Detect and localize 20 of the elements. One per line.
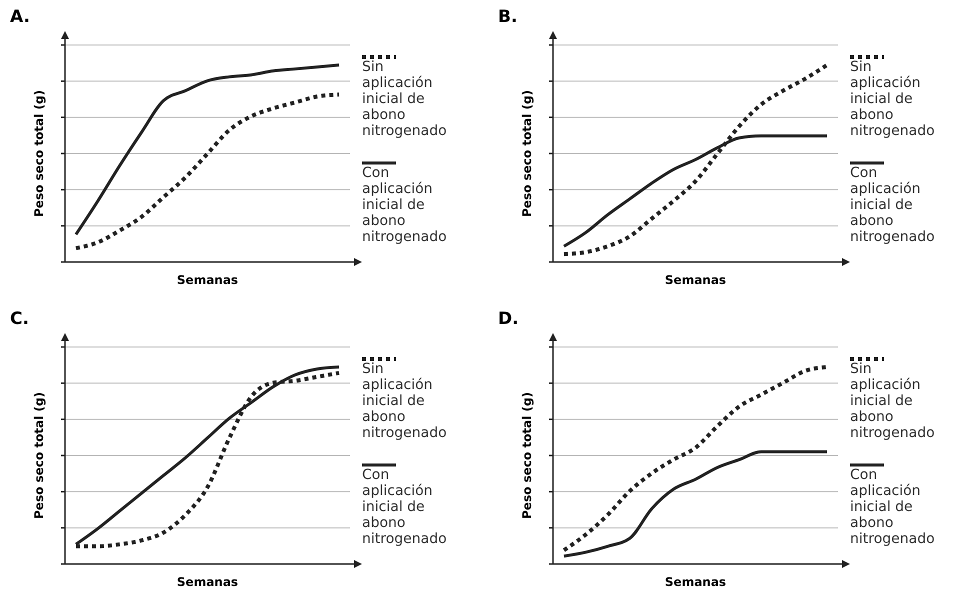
y-axis-title: Peso seco total (g) <box>32 392 46 519</box>
x-axis-title: Semanas <box>176 273 238 287</box>
legend-label: Sin aplicación inicial de abono nitrogenado <box>850 59 935 139</box>
x-axis-title: Semanas <box>176 575 238 589</box>
y-axis-title: Peso seco total (g) <box>520 90 534 217</box>
legend-label: Con aplicación inicial de abono nitrogenado <box>362 165 447 245</box>
chart-title: B. <box>498 7 518 27</box>
chart-title: A. <box>10 7 30 27</box>
legend-label: Con aplicación inicial de abono nitrogenado <box>362 467 447 547</box>
chart-title: D. <box>498 309 519 329</box>
y-axis-title: Peso seco total (g) <box>32 90 46 217</box>
chart-title: C. <box>10 309 29 329</box>
legend-label: Con aplicación inicial de abono nitrogenado <box>850 467 935 547</box>
y-axis-title: Peso seco total (g) <box>520 392 534 519</box>
x-axis-title: Semanas <box>664 273 726 287</box>
legend-label: Sin aplicación inicial de abono nitrogenado <box>362 59 447 139</box>
legend-label: Con aplicación inicial de abono nitrogenado <box>850 165 935 245</box>
legend-label: Sin aplicación inicial de abono nitrogenado <box>850 361 935 441</box>
legend-label: Sin aplicación inicial de abono nitrogenado <box>362 361 447 441</box>
x-axis-title: Semanas <box>664 575 726 589</box>
